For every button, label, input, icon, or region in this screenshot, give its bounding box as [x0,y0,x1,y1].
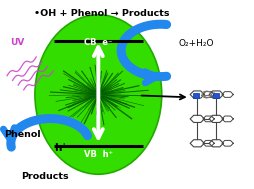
Bar [212,93,218,98]
Bar [193,93,198,98]
Text: VB  h⁺: VB h⁺ [84,150,112,159]
Text: Products: Products [21,172,69,181]
Text: Phenol: Phenol [5,130,41,139]
Text: •OH + Phenol → Products: •OH + Phenol → Products [34,9,169,18]
Text: UV: UV [10,38,24,47]
Text: O₂+H₂O: O₂+H₂O [178,39,213,48]
Text: CB  e⁻: CB e⁻ [84,38,112,47]
Text: h⁺: h⁺ [54,143,67,153]
Ellipse shape [35,15,161,174]
